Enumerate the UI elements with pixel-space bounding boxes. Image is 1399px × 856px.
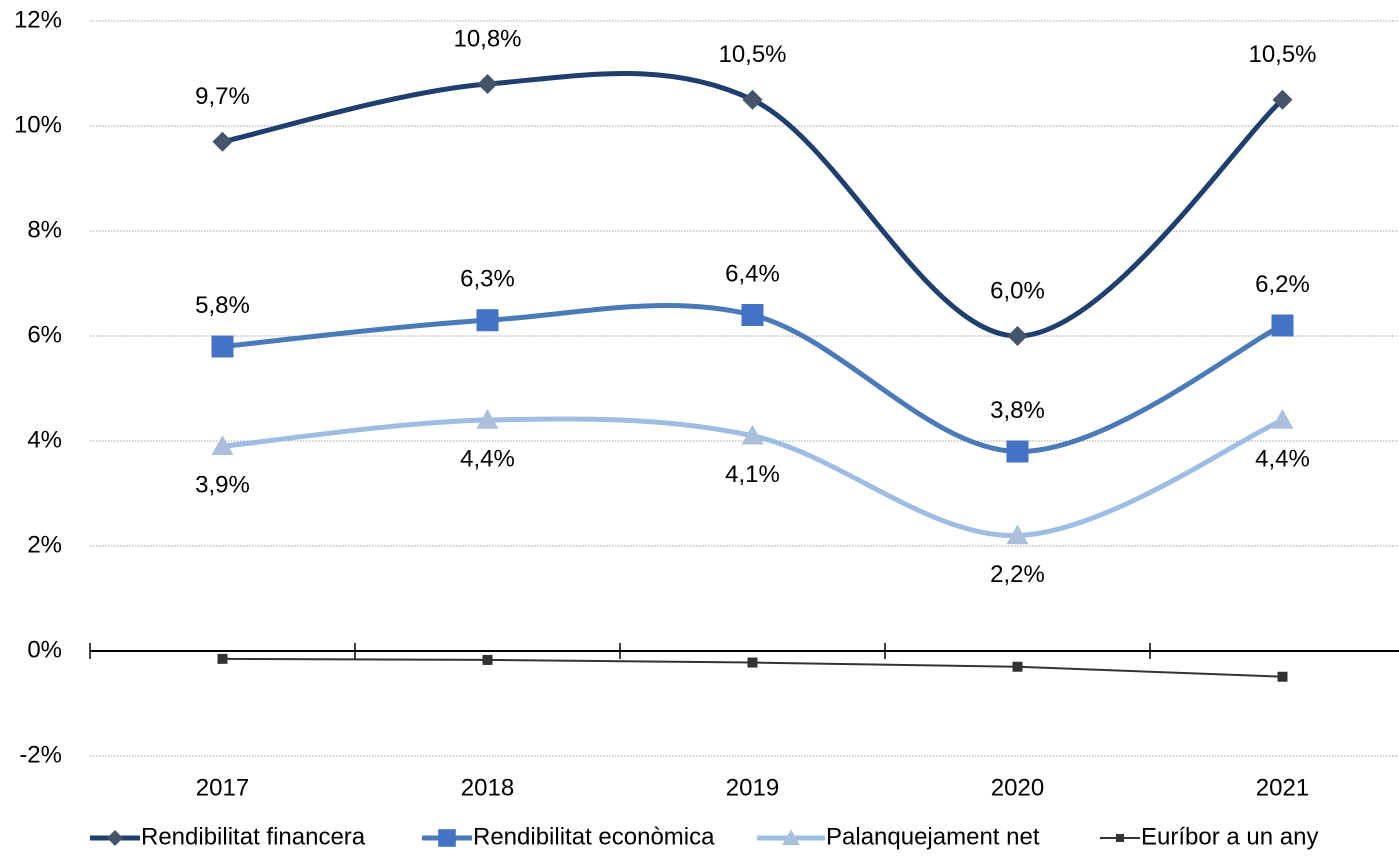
data-label: 4,4%	[1255, 445, 1310, 472]
data-label: 10,8%	[453, 25, 521, 52]
legend-label: Palanquejament net	[826, 823, 1040, 850]
legend-item: Palanquejament net	[757, 823, 1040, 850]
marker	[217, 653, 228, 664]
marker	[1116, 834, 1124, 842]
line	[221, 70, 1285, 339]
x-tick-label: 2019	[726, 774, 779, 801]
marker	[1012, 661, 1023, 672]
y-tick-label: 10%	[14, 111, 62, 138]
marker	[1271, 409, 1294, 429]
marker	[107, 830, 123, 846]
y-tick-label: 4%	[27, 426, 62, 453]
series: 3,9% 4,4% 4,1% 2,2% 4,4%	[195, 409, 1310, 588]
x-tick-label: 2018	[461, 774, 514, 801]
y-tick-label: 8%	[27, 216, 62, 243]
marker	[211, 435, 234, 456]
data-label: 3,8%	[990, 397, 1045, 424]
marker	[476, 409, 499, 429]
data-label: 10,5%	[718, 41, 786, 68]
legend-item: Euríbor a un any	[1100, 823, 1318, 850]
marker	[1277, 671, 1288, 682]
y-tick-label: 2%	[27, 531, 62, 558]
marker	[482, 654, 493, 665]
marker	[1006, 440, 1029, 463]
legend-item: Rendibilitat econòmica	[422, 823, 715, 850]
legend-label: Euríbor a un any	[1141, 823, 1318, 850]
marker	[1271, 314, 1294, 337]
series: 9,7% 10,8% 10,5% 6,0% 10,5%	[195, 25, 1317, 346]
legend-label: Rendibilitat econòmica	[473, 823, 715, 850]
marker	[476, 309, 499, 332]
y-tick-label: 12%	[14, 6, 62, 33]
data-label: 6,2%	[1255, 271, 1310, 298]
data-label: 3,9%	[195, 472, 250, 499]
legend-label: Rendibilitat financera	[141, 823, 366, 850]
data-label: 4,1%	[725, 461, 780, 488]
y-tick-label: 0%	[27, 636, 62, 663]
marker	[1007, 326, 1028, 346]
marker	[477, 74, 498, 94]
data-label: 10,5%	[1248, 41, 1316, 68]
data-label: 6,3%	[460, 266, 515, 293]
x-tick-label: 2017	[196, 774, 249, 801]
y-tick-label: 6%	[27, 321, 62, 348]
marker	[211, 335, 234, 358]
marker	[742, 89, 763, 110]
data-label: 9,7%	[195, 83, 250, 110]
marker	[747, 657, 758, 668]
marker	[782, 829, 800, 846]
marker	[741, 304, 764, 326]
x-tick-label: 2021	[1256, 774, 1309, 801]
marker	[1272, 89, 1293, 110]
data-label: 6,0%	[990, 277, 1045, 304]
data-label: 4,4%	[460, 445, 515, 472]
data-label: 6,4%	[725, 260, 780, 287]
y-tick-label: -2%	[19, 741, 62, 768]
marker	[1006, 524, 1029, 545]
data-label: 5,8%	[195, 292, 250, 319]
marker	[438, 829, 456, 847]
x-tick-label: 2020	[991, 774, 1044, 801]
legend-item: Rendibilitat financera	[90, 823, 366, 850]
data-label: 2,2%	[990, 561, 1045, 588]
marker	[741, 424, 764, 445]
marker	[212, 131, 233, 152]
series	[217, 653, 1288, 682]
series: 5,8% 6,3% 6,4% 3,8% 6,2%	[195, 260, 1310, 463]
